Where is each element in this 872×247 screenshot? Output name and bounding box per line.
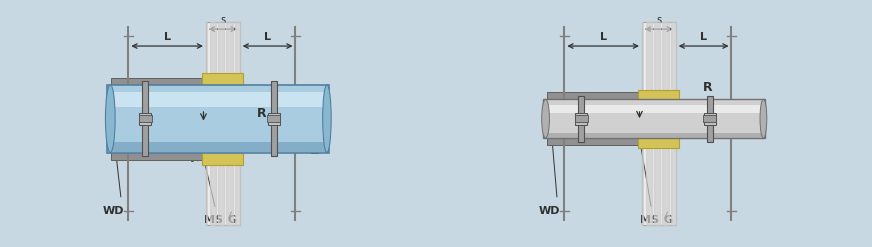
Text: da: da [318,113,329,125]
Text: L: L [164,32,171,42]
Text: R: R [703,81,712,94]
Bar [268,113,280,125]
Ellipse shape [760,99,766,138]
Text: WD: WD [103,206,125,216]
Bar [545,105,763,113]
Bar [578,96,584,142]
Text: L: L [600,32,607,42]
Bar [202,73,243,87]
Ellipse shape [542,99,549,138]
Bar [206,22,240,225]
Bar [140,113,152,125]
Ellipse shape [323,85,331,153]
Bar [142,81,148,156]
Bar [106,85,330,153]
Bar [109,142,327,153]
Text: t: t [190,154,194,164]
Ellipse shape [106,85,115,153]
Text: s: s [657,16,661,25]
Bar [112,78,221,160]
Text: MS: MS [640,215,658,226]
Bar [109,92,327,107]
Bar [576,113,588,125]
Text: MS: MS [204,215,222,226]
Text: da: da [754,113,765,125]
Bar [139,115,152,122]
Bar [704,113,716,125]
Text: s: s [221,16,225,25]
Text: R: R [256,107,266,120]
Text: G: G [228,215,237,226]
Bar [267,115,280,122]
Text: WD: WD [539,206,561,216]
Bar [642,22,676,225]
Text: L: L [264,32,271,42]
Text: t: t [626,138,630,148]
Bar [545,133,763,138]
Bar [270,81,276,156]
Bar [706,96,712,142]
Bar [638,90,679,102]
Bar [638,136,679,148]
Bar [542,99,766,138]
Bar [548,92,657,145]
Bar [703,115,716,122]
Bar [575,115,588,122]
Text: G: G [664,215,673,226]
Bar [202,150,243,165]
Text: L: L [700,32,707,42]
